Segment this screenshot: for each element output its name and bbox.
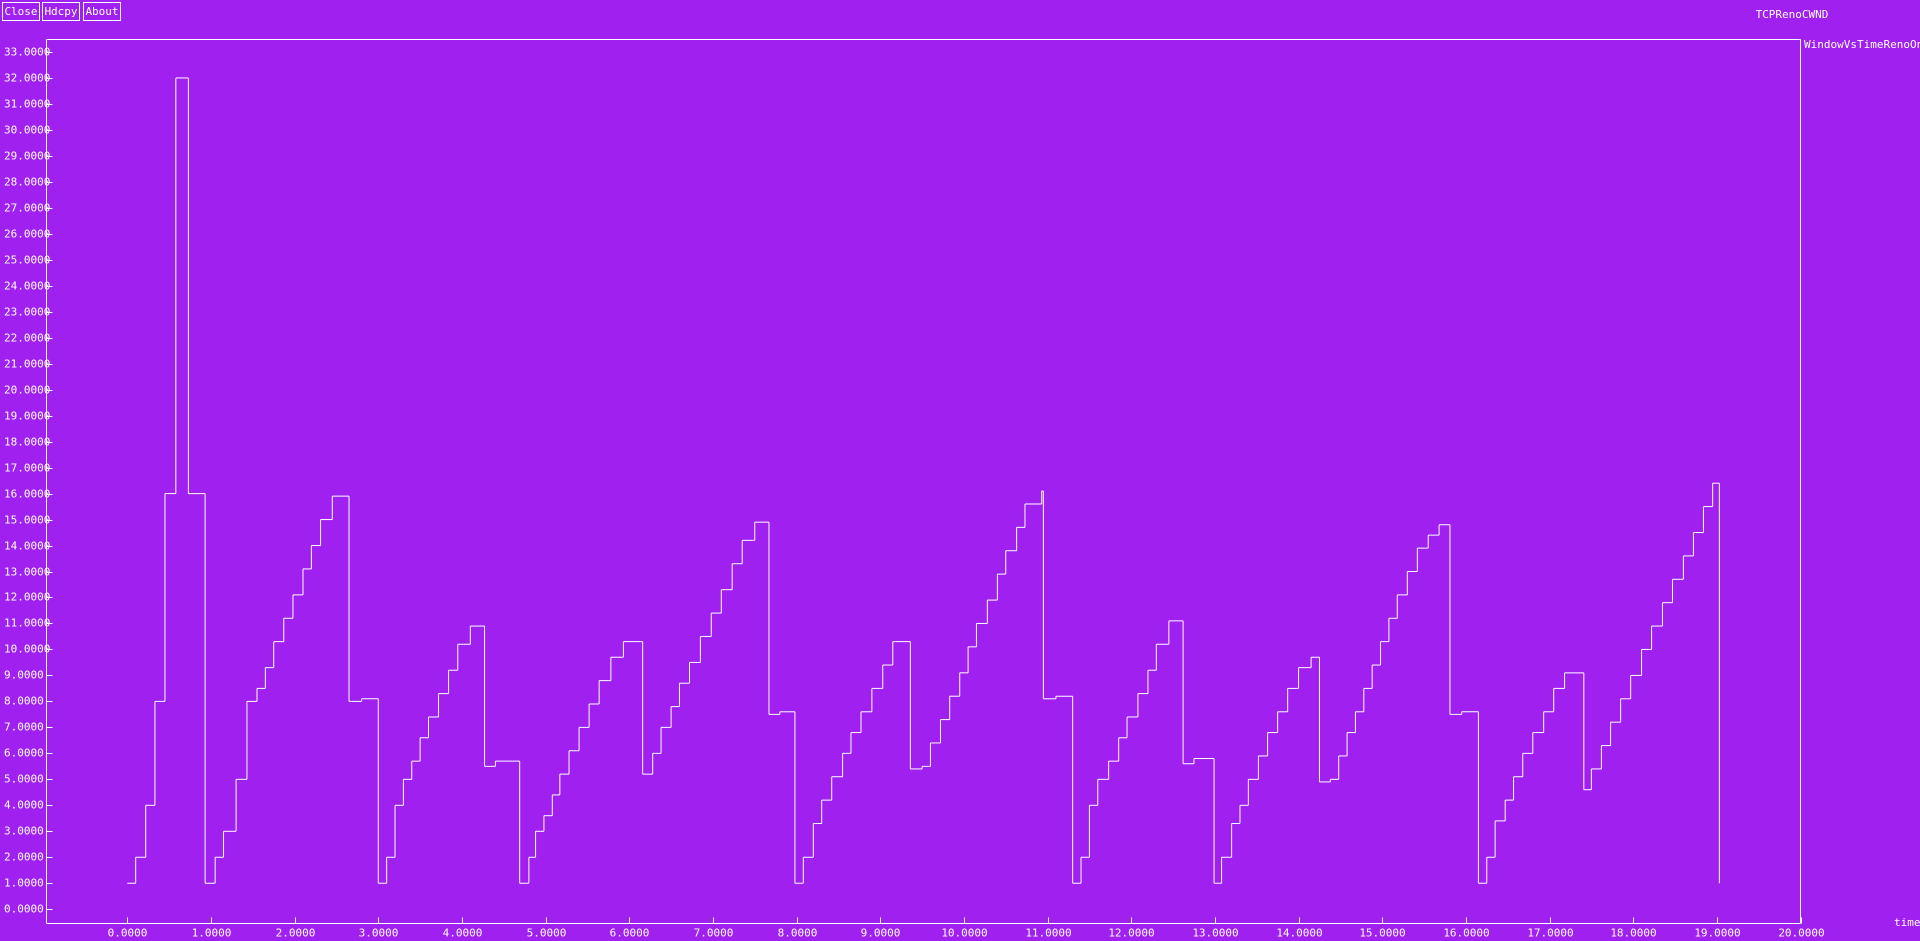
- x-tick-label: 14.0000: [1276, 927, 1322, 940]
- y-tick-label: 29.0000: [4, 150, 50, 163]
- y-tick-label: 23.0000: [4, 306, 50, 319]
- y-tick-label: 2.0000: [4, 851, 44, 864]
- button-frame[interactable]: [42, 2, 80, 21]
- y-tick-label: 9.0000: [4, 669, 44, 682]
- x-tick-label: 0.0000: [108, 927, 148, 940]
- button-label[interactable]: About: [85, 5, 118, 18]
- x-tick-label: 13.0000: [1192, 927, 1238, 940]
- x-tick-label: 15.0000: [1359, 927, 1405, 940]
- close-button[interactable]: Close: [2, 2, 40, 21]
- x-axis-label: time: [1894, 916, 1920, 929]
- y-tick-label: 24.0000: [4, 280, 50, 293]
- y-tick-label: 18.0000: [4, 436, 50, 449]
- y-tick-label: 11.0000: [4, 617, 50, 630]
- x-tick-label: 9.0000: [861, 927, 901, 940]
- x-tick-label: 16.0000: [1443, 927, 1489, 940]
- y-tick-label: 28.0000: [4, 176, 50, 189]
- x-tick-label: 18.0000: [1610, 927, 1656, 940]
- x-tick-label: 19.0000: [1694, 927, 1740, 940]
- x-tick-label: 6.0000: [610, 927, 650, 940]
- y-tick-label: 10.0000: [4, 643, 50, 656]
- y-tick-label: 5.0000: [4, 773, 44, 786]
- x-tick-label: 12.0000: [1108, 927, 1154, 940]
- legend-entry: WindowVsTimeRenoOne: [1804, 38, 1920, 51]
- y-tick-label: 1.0000: [4, 877, 44, 890]
- x-tick-label: 7.0000: [694, 927, 734, 940]
- x-tick-label: 17.0000: [1527, 927, 1573, 940]
- y-tick-label: 27.0000: [4, 202, 50, 215]
- y-tick-label: 30.0000: [4, 124, 50, 137]
- y-tick-label: 0.0000: [4, 903, 44, 916]
- x-tick-label: 11.0000: [1025, 927, 1071, 940]
- y-tick-label: 33.0000: [4, 46, 50, 59]
- chart-title: TCPRenoCWND: [1756, 8, 1829, 21]
- y-tick-label: 13.0000: [4, 566, 50, 579]
- y-tick-label: 32.0000: [4, 72, 50, 85]
- y-tick-label: 8.0000: [4, 695, 44, 708]
- y-tick-label: 25.0000: [4, 254, 50, 267]
- hdcpy-button[interactable]: Hdcpy: [42, 2, 80, 21]
- button-label[interactable]: Close: [4, 5, 37, 18]
- x-tick-label: 3.0000: [359, 927, 399, 940]
- y-tick-label: 20.0000: [4, 384, 50, 397]
- y-tick-label: 14.0000: [4, 540, 50, 553]
- y-tick-label: 7.0000: [4, 721, 44, 734]
- x-tick-label: 4.0000: [443, 927, 483, 940]
- button-frame[interactable]: [83, 2, 121, 21]
- x-tick-label: 20.0000: [1778, 927, 1824, 940]
- y-tick-label: 19.0000: [4, 410, 50, 423]
- y-tick-label: 15.0000: [4, 514, 50, 527]
- x-tick-label: 2.0000: [276, 927, 316, 940]
- button-frame[interactable]: [2, 2, 40, 21]
- y-tick-label: 6.0000: [4, 747, 44, 760]
- y-tick-label: 3.0000: [4, 825, 44, 838]
- x-tick-label: 5.0000: [527, 927, 567, 940]
- x-tick-label: 1.0000: [192, 927, 232, 940]
- y-tick-label: 26.0000: [4, 228, 50, 241]
- about-button[interactable]: About: [83, 2, 121, 21]
- x-tick-label: 8.0000: [778, 927, 818, 940]
- y-tick-label: 16.0000: [4, 488, 50, 501]
- y-tick-label: 21.0000: [4, 358, 50, 371]
- y-tick-label: 31.0000: [4, 98, 50, 111]
- x-tick-label: 10.0000: [941, 927, 987, 940]
- y-tick-label: 22.0000: [4, 332, 50, 345]
- y-tick-label: 12.0000: [4, 591, 50, 604]
- y-tick-label: 4.0000: [4, 799, 44, 812]
- y-tick-label: 17.0000: [4, 462, 50, 475]
- button-label[interactable]: Hdcpy: [44, 5, 77, 18]
